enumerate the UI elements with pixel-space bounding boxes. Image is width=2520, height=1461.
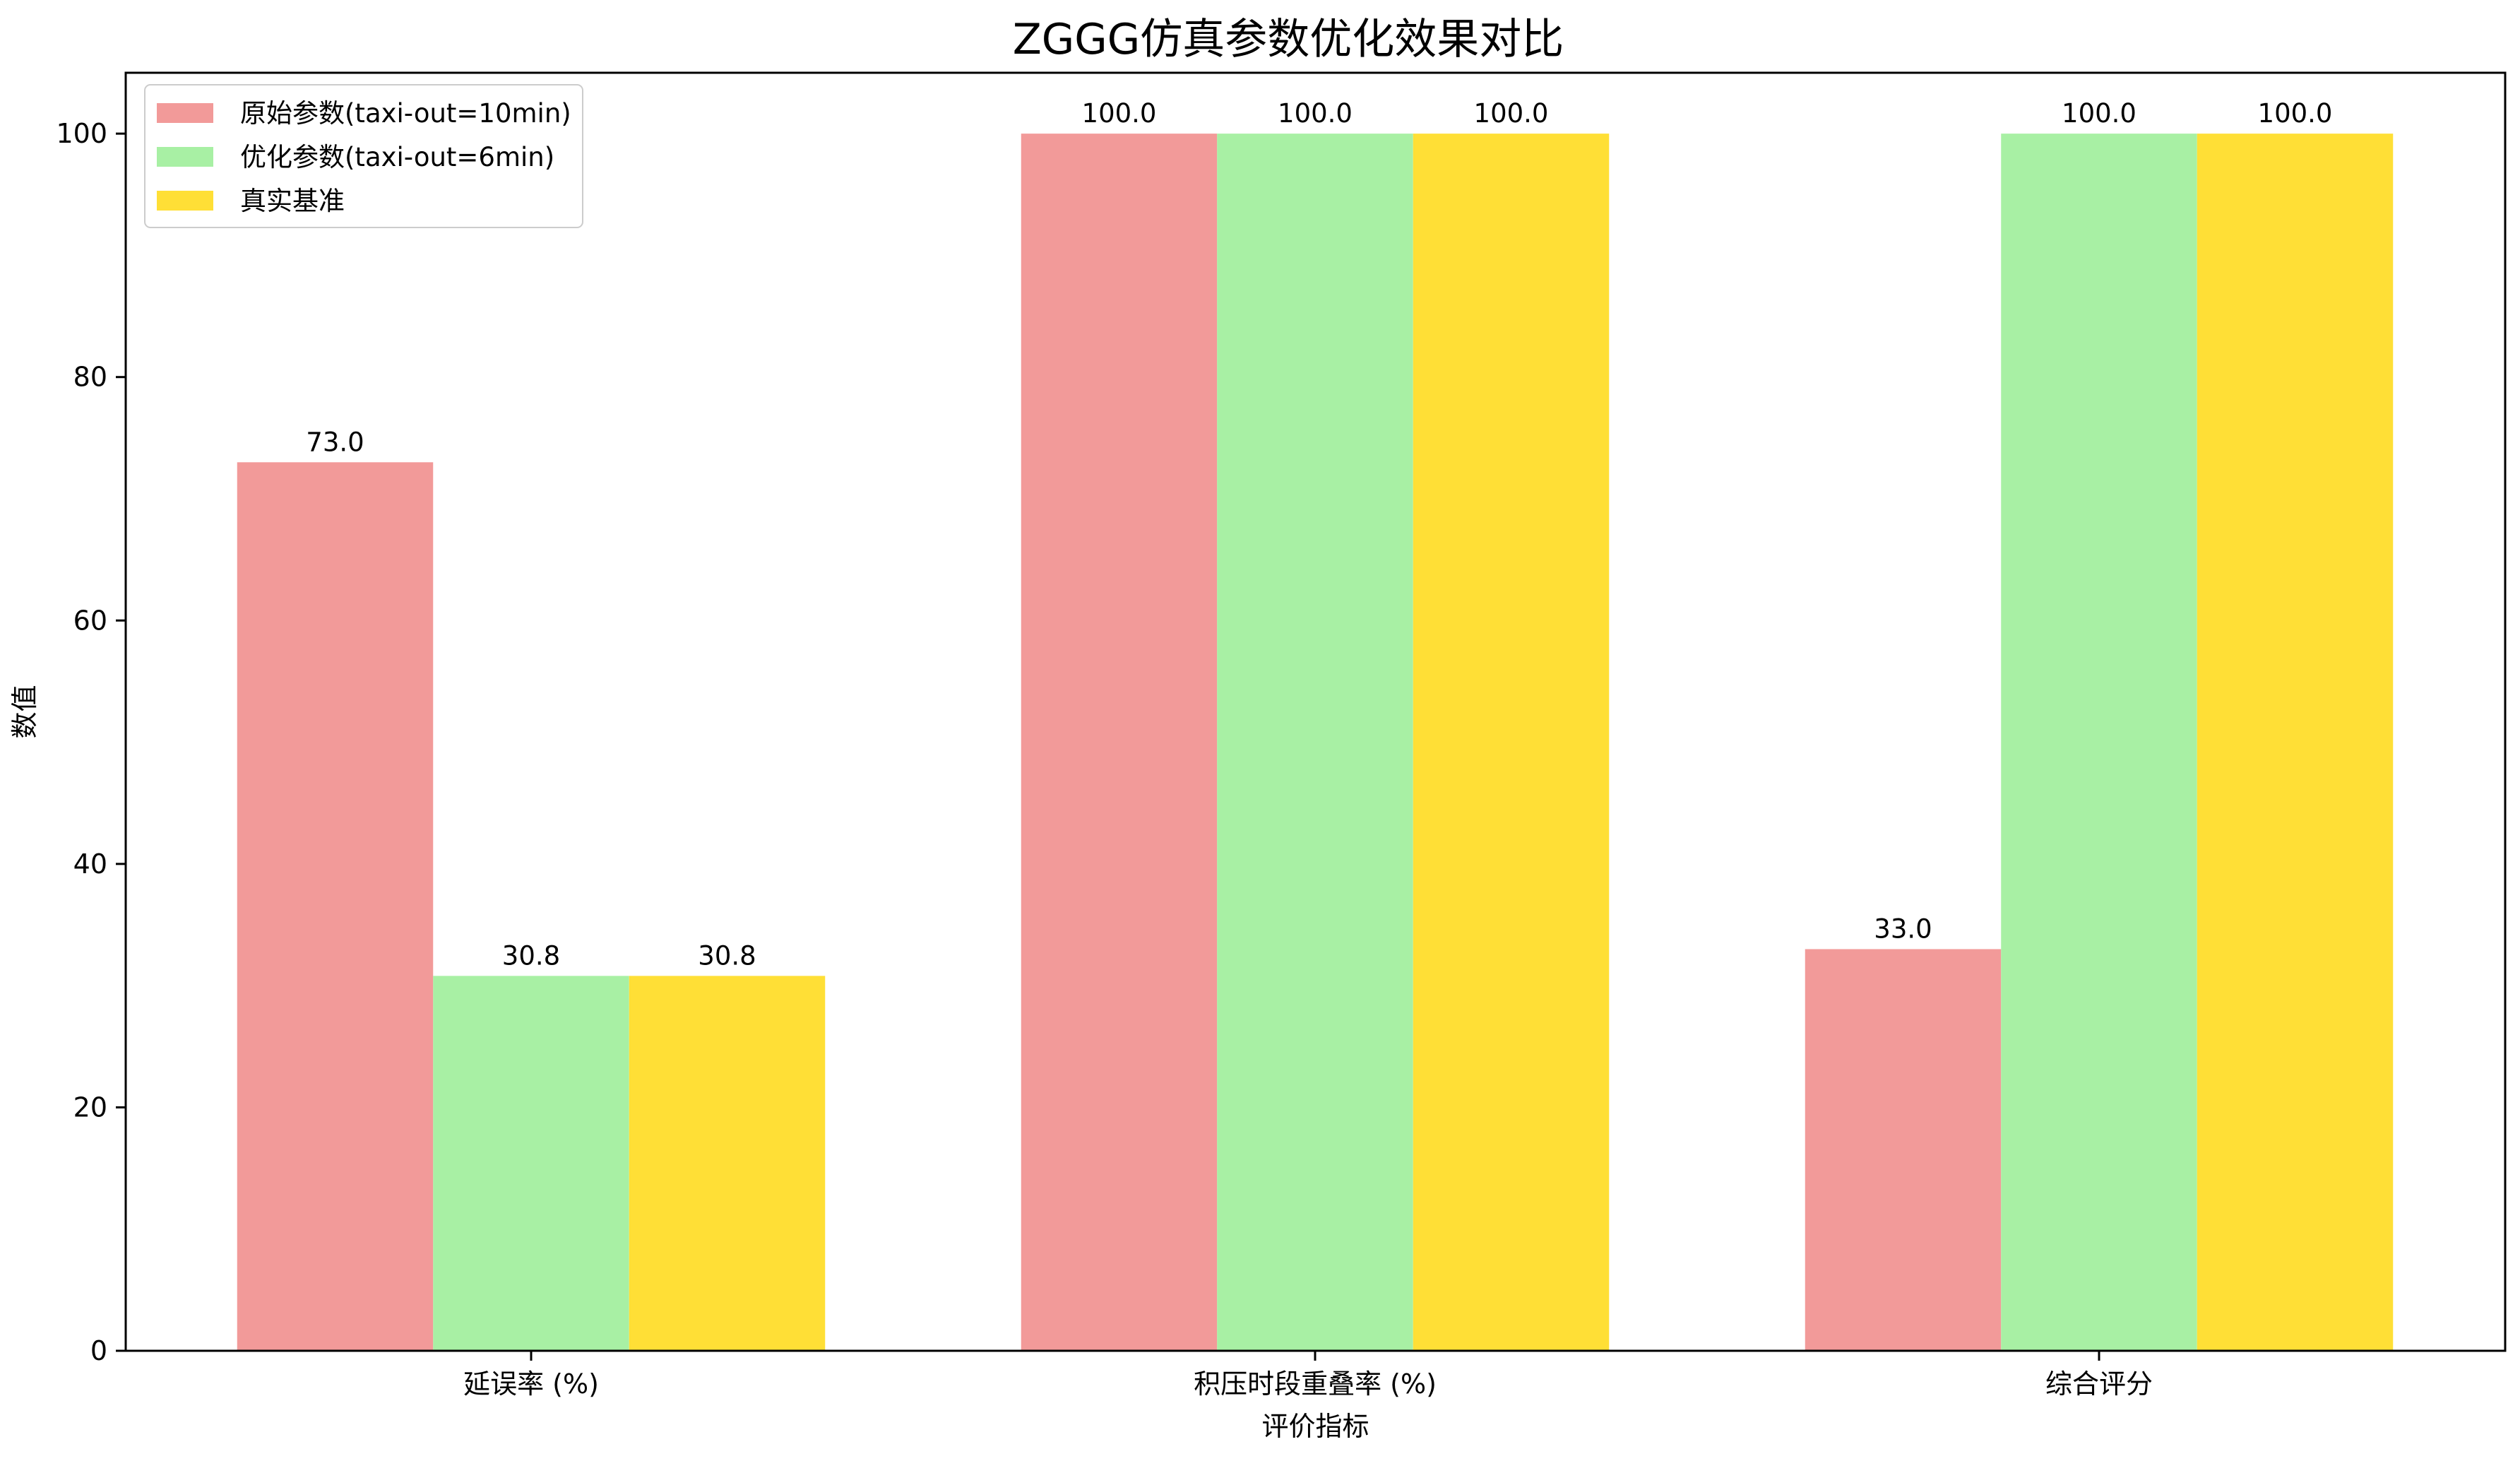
legend-label: 原始参数(taxi-out=10min) [240,98,571,129]
bar-value-label: 100.0 [2062,98,2136,129]
bar [2001,134,2197,1351]
bar [629,976,826,1351]
y-tick-label: 40 [73,848,107,880]
bar [237,462,434,1351]
data-labels-layer: 73.0 100.0 33.0 30.8 100.0 100.0 30.8 100.0 100.… [306,98,2332,971]
bars-layer [237,134,2394,1351]
bar-value-label: 30.8 [698,940,756,971]
y-axis: 0 20 40 60 80 100 [56,118,126,1366]
bar-value-label: 100.0 [1278,98,1353,129]
bar [433,976,629,1351]
legend-swatch [157,147,213,167]
x-axis-label: 评价指标 [1261,1411,1369,1442]
bar [1021,134,1218,1351]
legend: 原始参数(taxi-out=10min) 优化参数(taxi-out=6min) 真… [144,84,583,228]
y-tick-label: 20 [73,1092,107,1123]
legend-swatch [157,191,213,211]
y-tick-label: 100 [56,118,107,149]
x-axis: 延误率 (%) 积压时段重叠率 (%) 综合评分 [463,1351,2153,1400]
y-tick-label: 80 [73,362,107,393]
bar [2197,134,2394,1351]
legend-label: 真实基准 [240,186,345,216]
x-tick-label: 综合评分 [2045,1368,2153,1400]
legend-swatch [157,103,213,123]
bar [1413,134,1610,1351]
x-tick-label: 积压时段重叠率 (%) [1194,1368,1437,1400]
bar-value-label: 33.0 [1874,913,1932,944]
bar-value-label: 30.8 [502,940,560,971]
x-tick-label: 延误率 (%) [463,1368,599,1400]
bar [1805,949,2002,1351]
bar [1217,134,1413,1351]
legend-box [144,84,583,228]
bar-value-label: 100.0 [1082,98,1157,129]
y-axis-label: 数值 [9,685,40,738]
bar-value-label: 100.0 [1474,98,1549,129]
y-tick-label: 0 [90,1335,107,1366]
bar-value-label: 100.0 [2258,98,2333,129]
y-tick-label: 60 [73,605,107,636]
bar-value-label: 73.0 [306,427,364,457]
chart-title: ZGGG仿真参数优化效果对比 [1013,15,1564,64]
legend-label: 优化参数(taxi-out=6min) [240,142,554,172]
